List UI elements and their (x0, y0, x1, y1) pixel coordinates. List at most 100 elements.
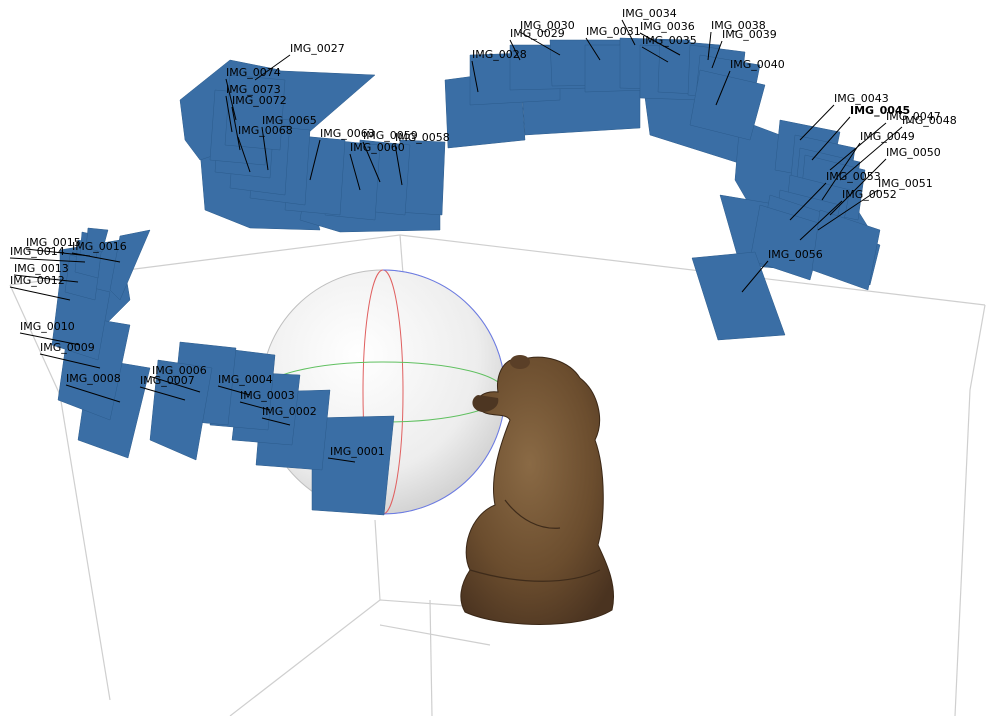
camera-leader-line (362, 141, 381, 183)
camera-label[interactable]: IMG_0049 (860, 130, 915, 143)
camera-leader-line (65, 384, 121, 403)
camera-label[interactable]: IMG_0053 (826, 170, 881, 183)
camera-label[interactable]: IMG_0008 (66, 372, 121, 385)
camera-frustum-cam-0016[interactable] (109, 229, 151, 301)
camera-leader-line (471, 60, 479, 93)
camera-label[interactable]: IMG_0028 (472, 48, 527, 61)
camera-leader-line (829, 158, 887, 216)
camera-leader-line (394, 143, 403, 186)
camera-label[interactable]: IMG_0045 (850, 104, 910, 117)
camera-leader-line (327, 457, 356, 463)
camera-label[interactable]: IMG_0009 (40, 341, 95, 354)
camera-leader-line (239, 401, 271, 411)
camera-leader-line (349, 153, 361, 191)
camera-label[interactable]: IMG_0014 (10, 245, 65, 258)
camera-leader-line (715, 70, 731, 106)
camera-leader-line (19, 332, 81, 346)
camera-leader-line (237, 136, 251, 173)
camera-leader-line (639, 32, 681, 56)
camera-leader-line (13, 274, 79, 283)
camera-leader-line (39, 353, 101, 369)
camera-label[interactable]: IMG_0043 (834, 92, 889, 105)
camera-leader-line (261, 417, 291, 426)
camera-leader-line (139, 386, 186, 401)
camera-leader-line (9, 257, 86, 263)
camera-leader-line (707, 31, 712, 61)
camera-label[interactable]: IMG_0051 (878, 177, 933, 190)
camera-label[interactable]: IMG_0059 (363, 129, 418, 142)
camera-leader-line (217, 385, 251, 396)
camera-leader-line (9, 286, 71, 301)
camera-frustum-cam-0040[interactable] (689, 69, 766, 141)
camera-label[interactable]: IMG_0060 (350, 141, 405, 154)
camera-label[interactable]: IMG_0012 (10, 274, 65, 287)
camera-label[interactable]: IMG_0047 (886, 110, 941, 123)
camera-label[interactable]: IMG_0065 (262, 114, 317, 127)
camera-frustum-cam-0007[interactable] (149, 359, 213, 461)
camera-leader-line (817, 189, 879, 231)
camera-label[interactable]: IMG_0073 (226, 83, 281, 96)
camera-label[interactable]: IMG_0002 (262, 405, 317, 418)
camera-leader-line (225, 78, 237, 121)
camera-label[interactable]: IMG_0015 (26, 236, 81, 249)
camera-label[interactable]: IMG_0038 (711, 19, 766, 32)
camera-frustum-cam-0015[interactable] (85, 227, 109, 253)
camera-label[interactable]: IMG_0074 (226, 66, 281, 79)
camera-label[interactable]: IMG_0056 (768, 248, 823, 261)
camera-label[interactable]: IMG_0016 (72, 240, 127, 253)
camera-label[interactable]: IMG_0001 (330, 445, 385, 458)
camera-label[interactable]: IMG_0058 (395, 131, 450, 144)
camera-label[interactable]: IMG_0030 (520, 19, 575, 32)
camera-label[interactable]: IMG_0036 (640, 20, 695, 33)
camera-leader-line (151, 376, 201, 393)
camera-leader-line (839, 126, 903, 181)
camera-frustum-cam-0001[interactable] (311, 415, 395, 516)
camera-labels: IMG_0001 IMG_0002 IMG_0003 IMG_0004 IMG_0006… (10, 7, 957, 458)
camera-label[interactable]: IMG_0007 (140, 374, 195, 387)
camera-leader-line (309, 139, 321, 181)
bounding-box (9, 234, 986, 716)
camera-label[interactable]: IMG_0072 (232, 94, 287, 107)
bear-model[interactable] (460, 355, 614, 625)
camera-label[interactable]: IMG_0040 (730, 58, 785, 71)
camera-leader-line (261, 126, 269, 171)
camera-label[interactable]: IMG_0034 (622, 7, 677, 20)
camera-leader-line (71, 252, 121, 263)
camera-label[interactable]: IMG_0006 (152, 364, 207, 377)
camera-label[interactable]: IMG_0013 (14, 262, 69, 275)
camera-leader-line (641, 46, 669, 63)
camera-label[interactable]: IMG_0063 (320, 127, 375, 140)
camera-leader-line (254, 54, 291, 81)
camera-label[interactable]: IMG_0035 (642, 34, 697, 47)
camera-label[interactable]: IMG_0050 (886, 146, 941, 159)
camera-leader-line (821, 142, 861, 201)
camera-leader-line (741, 260, 769, 293)
camera-label[interactable]: IMG_0052 (842, 188, 897, 201)
camera-label[interactable]: IMG_0039 (722, 28, 777, 41)
camera-label[interactable]: IMG_0010 (20, 320, 75, 333)
camera-leader-line (799, 200, 843, 241)
camera-label[interactable]: IMG_0029 (510, 27, 565, 40)
camera-leader-line (799, 104, 835, 141)
camera-leader-line (225, 95, 233, 133)
camera-frustum-cam-0056[interactable] (691, 251, 786, 341)
camera-label[interactable]: IMG_0048 (902, 114, 957, 127)
camera-leader-line (519, 31, 561, 56)
camera-label[interactable]: IMG_0003 (240, 389, 295, 402)
camera-frustum-cam-0053[interactable] (811, 209, 881, 291)
camera-leader-line (811, 116, 851, 161)
camera-frustum-cam-0074[interactable] (224, 74, 286, 151)
camera-leader-line (585, 37, 601, 61)
camera-label[interactable]: IMG_0031 (586, 25, 641, 38)
camera-label[interactable]: IMG_0068 (238, 124, 293, 137)
camera-leader-line (789, 182, 827, 221)
camera-leader-line (231, 106, 241, 151)
camera-leader-lines (9, 19, 903, 463)
camera-label[interactable]: IMG_0004 (218, 373, 273, 386)
camera-leader-line (621, 19, 636, 46)
camera-frustum-cam-0052[interactable] (749, 204, 826, 281)
camera-label[interactable]: IMG_0027 (290, 42, 345, 55)
camera-group[interactable] (51, 37, 881, 516)
